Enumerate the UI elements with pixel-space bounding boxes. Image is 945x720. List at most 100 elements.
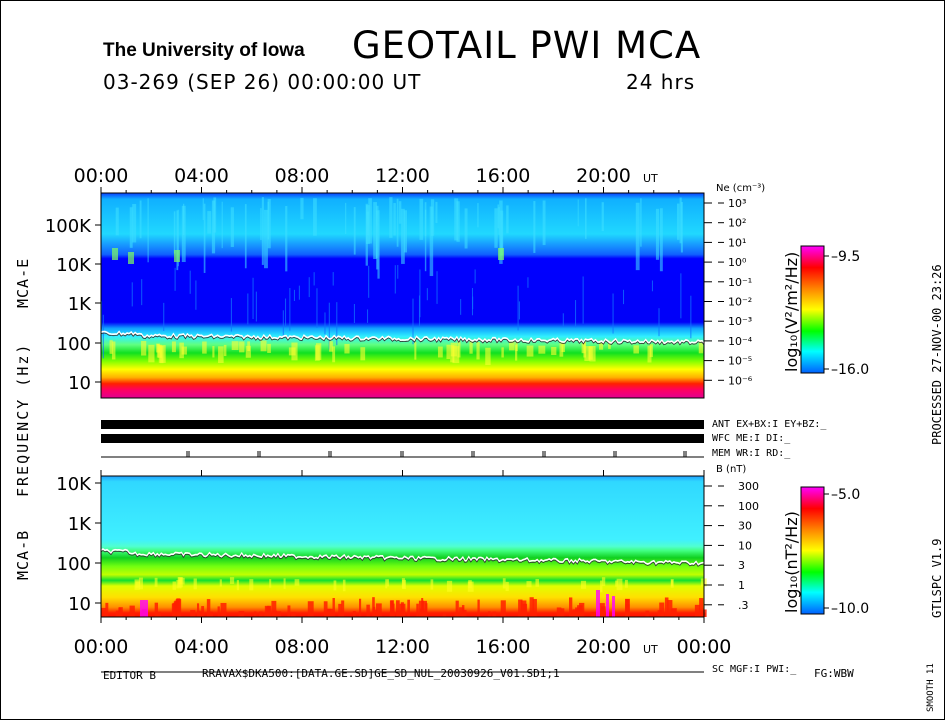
mca-e-low-burst [360, 347, 366, 361]
mca-e-low-burst [212, 346, 215, 358]
mca-e-streak [377, 210, 380, 279]
mca-e-low-burst [551, 346, 557, 356]
mca-e-low-burst [141, 340, 147, 356]
mca-e-streak [255, 291, 257, 322]
mca-b-right-axis-label: B (nT) [716, 464, 746, 475]
mca-b-right-tick-label: .3 [738, 599, 749, 612]
mca-b-red-burst [326, 608, 333, 617]
mca-e-streak [471, 288, 473, 316]
mca-b-yellow-burst [615, 580, 618, 587]
mca-b-yellow-burst [193, 578, 197, 590]
mca-e-streak [601, 202, 604, 232]
mca-b-yellow-burst [138, 577, 143, 590]
mca-e-streak [640, 198, 642, 247]
mca-e-streak [147, 198, 149, 263]
mca-e-streak [690, 295, 692, 339]
mca-b-red-burst [532, 599, 537, 617]
mca-b-red-burst [407, 599, 410, 617]
mca-b-red-burst [196, 603, 200, 617]
mca-b-red-burst [254, 611, 257, 617]
mca-e-low-burst [171, 341, 176, 353]
mca-e-right-tick-label: 10³ [728, 197, 746, 210]
mca-e-green-patch [128, 252, 134, 264]
institution-label: The University of Iowa [103, 40, 305, 61]
mca-b-red-burst [416, 603, 419, 617]
wfc-status-bar [101, 434, 704, 443]
mca-e-right-tick-label: 10⁻⁶ [728, 374, 753, 387]
mca-b-yellow-burst [616, 578, 623, 591]
mca-b-yellow-burst [601, 577, 606, 587]
mca-b-yellow-burst [236, 580, 239, 591]
mca-e-low-burst [260, 340, 267, 352]
mca-e-streak [163, 302, 165, 331]
mca-b-red-burst [118, 607, 123, 617]
mca-e-low-burst [291, 342, 298, 361]
mca-b-yellow-burst [386, 579, 389, 587]
mca-e-low-burst [239, 341, 245, 353]
mca-e-right-tick-label: 10¹ [728, 236, 746, 249]
mca-e-streak [300, 197, 304, 220]
file-path-label: RRAVAX$DKA500:[DATA.GE.SD]GE_SD_NUL_2003… [202, 667, 560, 680]
mca-e-streak [436, 271, 438, 304]
mca-b-y-tick-label: 100 [57, 554, 91, 575]
mem-status-text: MEM WR:I RD:_ [712, 448, 791, 459]
mca-b-yellow-burst [283, 578, 286, 589]
mca-b-red-burst [529, 597, 534, 617]
wfc-status-text: WFC ME:I DI:_ [712, 433, 791, 444]
mca-e-low-burst [267, 343, 271, 353]
mca-e-streak [313, 272, 315, 286]
mca-b-red-burst [422, 600, 427, 617]
mca-b-red-burst [359, 598, 362, 617]
mca-b-red-burst [307, 601, 314, 617]
mca-e-low-burst [469, 340, 473, 354]
mca-b-red-burst [366, 604, 370, 617]
mca-e-right-tick-label: 10⁻⁴ [728, 335, 753, 348]
mca-e-low-burst [111, 341, 116, 360]
mca-b-red-burst [600, 606, 606, 617]
mca-e-streak [464, 208, 468, 249]
mca-e-low-burst [315, 343, 322, 360]
mca-b-red-burst [155, 611, 162, 617]
mca-e-streak [424, 209, 427, 272]
mca-b-red-burst [287, 605, 291, 617]
mca-b-red-burst [569, 612, 574, 617]
mca-e-streak [202, 198, 204, 221]
mca-e-streak [542, 200, 546, 246]
mca-e-y-tick-label: 100K [45, 216, 92, 237]
mca-e-right-tick-label: 10² [728, 217, 746, 230]
mca-e-streak [373, 202, 377, 260]
mca-e-streak [230, 207, 234, 247]
mca-b-red-burst [454, 612, 459, 617]
mca-b-colorbar-min: –10.0 [831, 601, 869, 617]
mca-e-colorbar-label: log₁₀(V²/m²/Hz) [782, 252, 801, 372]
mca-e-low-burst [450, 342, 457, 357]
mca-e-streak [102, 314, 104, 359]
mca-e-streak [651, 280, 653, 292]
mca-e-plasma-frequency-line [100, 330, 705, 345]
mca-b-red-burst [556, 607, 562, 617]
mca-e-streak [261, 197, 264, 265]
mca-e-low-burst [515, 341, 518, 352]
mca-e-streak [454, 198, 459, 241]
mca-e-streak [230, 298, 232, 332]
mca-e-streaks [101, 197, 692, 359]
mca-b-red-burst [264, 605, 270, 617]
mca-e-low-burst [485, 347, 491, 366]
mca-b-red-burst [572, 609, 579, 617]
mca-e-right-axis-label: Ne (cm⁻³) [716, 183, 765, 194]
mca-e-y-tick-label: 10 [68, 373, 91, 394]
mca-b-red-burst [492, 611, 497, 617]
mca-e-streak [139, 200, 142, 239]
mca-b-yellow-burst [333, 580, 337, 591]
mca-e-streak [419, 269, 421, 318]
mca-e-streak [500, 210, 504, 256]
mca-b-low-bursts [101, 577, 707, 617]
mca-b-magenta-burst [612, 596, 615, 617]
mca-e-low-burst [559, 341, 564, 357]
mca-b-y-tick-label: 10 [68, 594, 91, 615]
mca-b-magenta-burst [596, 590, 600, 617]
mca-b-yellow-burst [600, 580, 603, 593]
mca-b-yellow-burst [342, 579, 346, 592]
mca-e-colorbar-min: –16.0 [831, 362, 869, 378]
mca-e-streak [332, 272, 334, 286]
